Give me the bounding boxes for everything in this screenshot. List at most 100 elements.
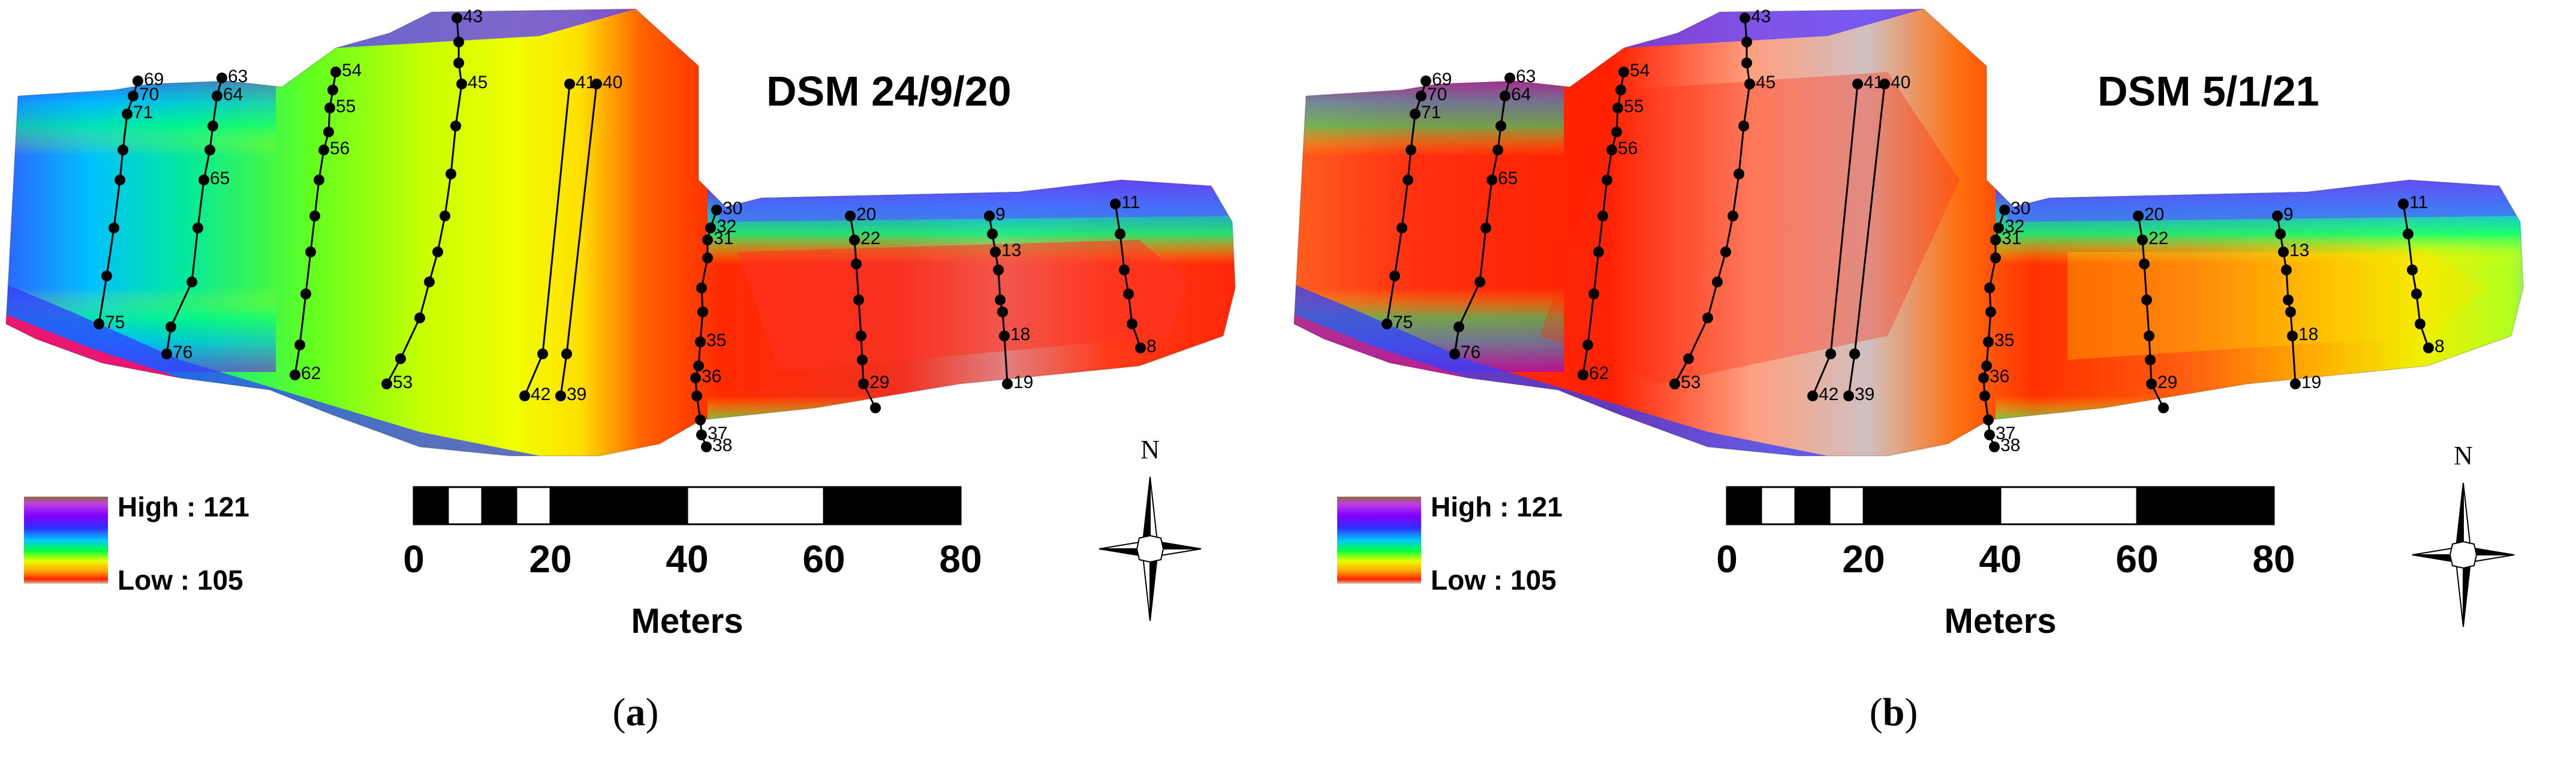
scale-segment xyxy=(2136,486,2275,525)
profile-point-label: 76 xyxy=(1461,343,1480,362)
survey-point xyxy=(691,390,702,401)
survey-point xyxy=(122,109,133,119)
survey-point xyxy=(1879,79,1890,89)
survey-point xyxy=(1612,103,1623,113)
profile-point-label: 70 xyxy=(1427,85,1447,104)
survey-point xyxy=(993,265,1004,275)
profile-point-label: 19 xyxy=(2301,373,2321,392)
profile-point-label: 32 xyxy=(717,217,736,236)
survey-point xyxy=(1495,121,1506,131)
survey-point xyxy=(2287,331,2298,341)
profile-point-label: 8 xyxy=(2434,337,2445,356)
profile-point-label: 40 xyxy=(603,73,622,92)
survey-point xyxy=(1421,76,1431,86)
profile-point-label: 11 xyxy=(1121,193,1140,212)
profile-point-label: 65 xyxy=(1498,169,1518,188)
survey-point xyxy=(1123,289,1134,299)
scale-tick-label: 40 xyxy=(1979,537,2022,581)
survey-point xyxy=(2423,343,2434,353)
legend-low-label: Low : 105 xyxy=(1431,564,1557,596)
legend-high-label: High : 121 xyxy=(118,491,249,522)
survey-point xyxy=(1002,379,1013,389)
scale-tick-label: 20 xyxy=(529,537,572,581)
profile-point-label: 62 xyxy=(1589,364,1609,383)
survey-point xyxy=(1989,441,2000,452)
profile-point-label: 56 xyxy=(330,139,350,158)
scale-segment xyxy=(447,486,483,525)
profile-point-label: 42 xyxy=(1819,384,1838,404)
survey-point xyxy=(1406,145,1416,155)
profile-point-label: 31 xyxy=(714,229,733,248)
survey-point xyxy=(414,313,425,323)
survey-point xyxy=(1486,175,1497,185)
survey-point xyxy=(2145,355,2156,365)
survey-point xyxy=(2158,402,2169,413)
survey-point xyxy=(115,175,125,185)
scale-segment xyxy=(1862,486,2002,525)
survey-point xyxy=(1480,223,1491,233)
legend-low-label: Low : 105 xyxy=(118,564,243,596)
survey-point xyxy=(853,295,864,305)
scale-tick-label: 0 xyxy=(403,537,425,581)
survey-point xyxy=(1734,169,1744,179)
survey-point xyxy=(1115,229,1126,239)
scale-segment xyxy=(549,486,688,525)
survey-point xyxy=(995,295,1006,305)
survey-point xyxy=(1403,175,1413,185)
profile-point-label: 35 xyxy=(1994,331,2014,350)
north-label: N xyxy=(2454,441,2473,470)
legend-color-ramp xyxy=(1337,497,1421,584)
profile-point-label: 64 xyxy=(1511,85,1531,104)
survey-point xyxy=(2407,265,2418,275)
survey-point xyxy=(701,441,712,452)
scale-segment xyxy=(1760,486,1796,525)
survey-point xyxy=(300,289,311,299)
survey-point xyxy=(1606,145,1617,155)
profile-point-label: 69 xyxy=(144,70,164,89)
profile-point-label: 29 xyxy=(2157,373,2177,392)
survey-point xyxy=(1615,85,1626,95)
profile-point-label: 13 xyxy=(2289,241,2309,260)
survey-point xyxy=(696,429,707,440)
profile-point-label: 43 xyxy=(463,7,483,26)
profile-point-label: 35 xyxy=(706,331,726,350)
scale-segment xyxy=(1828,486,1865,525)
survey-point xyxy=(564,79,575,89)
survey-point xyxy=(161,349,172,359)
profile-point-label: 54 xyxy=(342,61,362,80)
survey-point xyxy=(1135,343,1146,353)
elevation-legend: High : 121 Low : 105 xyxy=(1335,491,1623,605)
survey-point xyxy=(987,229,998,239)
profile-point-label: 70 xyxy=(139,85,159,104)
survey-point xyxy=(2415,319,2425,329)
legend-color-ramp xyxy=(24,497,108,584)
survey-point xyxy=(1492,145,1503,155)
survey-point xyxy=(2272,211,2283,221)
survey-point xyxy=(695,337,706,347)
survey-point xyxy=(2403,229,2414,239)
map-title: DSM 5/1/21 xyxy=(2097,68,2319,115)
survey-point xyxy=(1807,390,1818,401)
survey-point xyxy=(192,223,203,233)
survey-point xyxy=(990,247,1001,257)
profile-point-label: 32 xyxy=(2005,217,2024,236)
survey-point xyxy=(1127,319,1137,329)
scale-tick-label: 40 xyxy=(666,537,709,581)
profile-point-label: 13 xyxy=(1001,241,1021,260)
survey-point xyxy=(1978,373,1989,383)
profile-line: 43 45 53 xyxy=(1669,7,1775,392)
scale-tick-label: 60 xyxy=(802,537,845,581)
profile-line: 11 8 xyxy=(1110,193,1157,356)
survey-point xyxy=(1720,247,1731,257)
survey-point xyxy=(1825,349,1836,359)
survey-point xyxy=(1397,223,1407,233)
survey-point xyxy=(857,355,868,365)
survey-point xyxy=(323,127,334,137)
survey-point xyxy=(94,319,104,329)
survey-point xyxy=(118,145,128,155)
survey-point xyxy=(440,211,450,221)
profile-line: 9 13 18 19 xyxy=(984,205,1033,392)
survey-point xyxy=(1990,253,2001,263)
survey-point xyxy=(453,58,464,68)
